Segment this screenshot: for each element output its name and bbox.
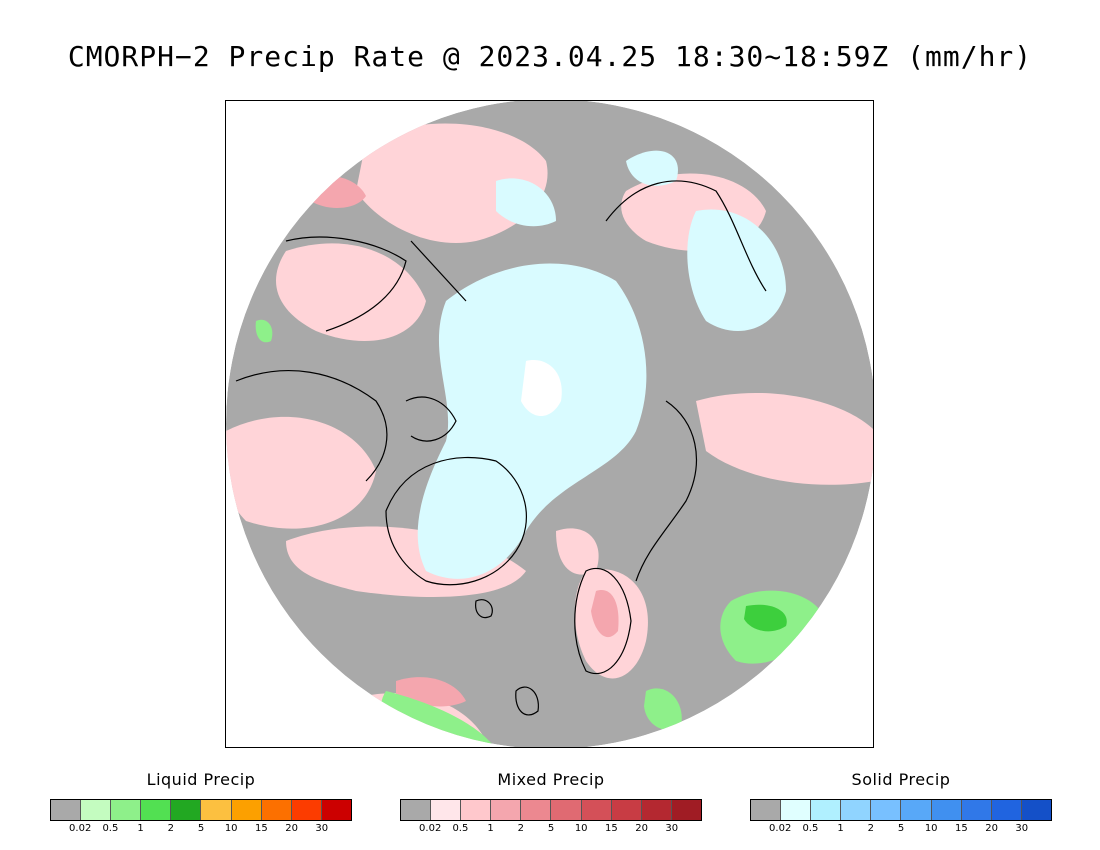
map-title: CMORPH−2 Precip Rate @ 2023.04.25 18:30~… bbox=[67, 40, 1033, 73]
legend-tick-label: 10 bbox=[574, 823, 588, 834]
legend-tick-label: 30 bbox=[315, 823, 329, 834]
solid-legend-ticks: 0.02 0.5 1 2 5 10 15 20 30 bbox=[750, 823, 1052, 837]
legend-tick-label: 5 bbox=[897, 823, 905, 834]
canada-coast bbox=[235, 370, 388, 482]
solid-precip-areas bbox=[417, 150, 786, 579]
legend-tick-label: 2 bbox=[517, 823, 524, 834]
solid-area bbox=[626, 150, 678, 186]
solid-legend-title: Solid Precip bbox=[851, 770, 951, 789]
greenland-coast bbox=[385, 456, 527, 586]
solid-area bbox=[687, 209, 786, 331]
mixed-area bbox=[591, 590, 619, 638]
arctic-islands-coast bbox=[405, 396, 457, 442]
liquid-color-bar bbox=[50, 799, 352, 821]
legend-tick-label: 15 bbox=[955, 823, 968, 834]
iceland-coast bbox=[475, 599, 493, 619]
legend-swatch bbox=[931, 800, 962, 820]
legend-swatch bbox=[1021, 800, 1051, 820]
mixed-area bbox=[226, 417, 376, 529]
legend-tick-label: 15 bbox=[605, 823, 618, 834]
liquid-precip-legend: Liquid Precip 0.02 0.5 1 2 5 10 15 20 30 bbox=[50, 770, 352, 837]
legend-swatch bbox=[171, 800, 202, 820]
polar-precip-map bbox=[225, 100, 874, 748]
siberia-coast bbox=[605, 180, 767, 292]
legend-swatch bbox=[871, 800, 902, 820]
legend-tick-label: 0.02 bbox=[419, 823, 442, 834]
legend-swatch bbox=[811, 800, 842, 820]
legend-tick-label: 10 bbox=[224, 823, 238, 834]
legend-swatch bbox=[431, 800, 462, 820]
coastlines bbox=[235, 180, 767, 716]
legend-swatch bbox=[611, 800, 642, 820]
liquid-area bbox=[255, 319, 273, 343]
legend-swatch bbox=[51, 800, 82, 820]
mixed-area bbox=[556, 528, 599, 575]
legend-swatch bbox=[991, 800, 1022, 820]
legend-tick-label: 20 bbox=[285, 823, 298, 834]
legend-swatch bbox=[551, 800, 582, 820]
legend-swatch bbox=[401, 800, 432, 820]
legend-swatch bbox=[671, 800, 701, 820]
legend-swatch bbox=[751, 800, 782, 820]
legend-tick-label: 15 bbox=[255, 823, 268, 834]
legend-swatch bbox=[581, 800, 612, 820]
solid-area bbox=[496, 178, 556, 227]
legend-swatch bbox=[231, 800, 262, 820]
liquid-area-medium bbox=[744, 604, 787, 632]
legend-tick-label: 0.5 bbox=[452, 823, 469, 834]
legend-swatch bbox=[781, 800, 812, 820]
legend-swatch bbox=[491, 800, 522, 820]
legend-swatch bbox=[521, 800, 552, 820]
legend-swatch bbox=[111, 800, 142, 820]
legend-swatch bbox=[321, 800, 351, 820]
legend-swatch bbox=[81, 800, 112, 820]
legend-tick-label: 1 bbox=[487, 823, 494, 834]
legend-tick-label: 1 bbox=[837, 823, 844, 834]
legend-swatch bbox=[261, 800, 292, 820]
solid-area bbox=[417, 263, 647, 579]
mixed-area bbox=[276, 243, 426, 341]
legend-tick-label: 30 bbox=[665, 823, 679, 834]
legend-tick-label: 5 bbox=[197, 823, 205, 834]
mixed-legend-ticks: 0.02 0.5 1 2 5 10 15 20 30 bbox=[400, 823, 702, 837]
liquid-legend-ticks: 0.02 0.5 1 2 5 10 15 20 30 bbox=[50, 823, 352, 837]
legend-tick-label: 0.02 bbox=[69, 823, 92, 834]
mixed-area bbox=[696, 392, 873, 485]
legend-tick-label: 2 bbox=[167, 823, 174, 834]
legend-swatch bbox=[291, 800, 322, 820]
legend-tick-label: 0.02 bbox=[769, 823, 792, 834]
liquid-area bbox=[644, 688, 682, 730]
liquid-legend-title: Liquid Precip bbox=[146, 770, 256, 789]
map-disk bbox=[226, 101, 873, 747]
mixed-legend-title: Mixed Precip bbox=[497, 770, 605, 789]
legend-swatch bbox=[961, 800, 992, 820]
legend-swatch bbox=[641, 800, 672, 820]
legend-swatch bbox=[841, 800, 872, 820]
legend-tick-label: 2 bbox=[867, 823, 874, 834]
britain-coast bbox=[515, 686, 539, 716]
russia-coast bbox=[635, 400, 697, 582]
scandinavia-coast bbox=[574, 567, 632, 675]
legend-tick-label: 0.5 bbox=[802, 823, 819, 834]
mixed-precip-legend: Mixed Precip 0.02 0.5 1 2 5 10 15 20 30 bbox=[400, 770, 702, 837]
solid-precip-legend: Solid Precip 0.02 0.5 1 2 5 10 15 20 30 bbox=[750, 770, 1052, 837]
solid-color-bar bbox=[750, 799, 1052, 821]
legend-swatch bbox=[141, 800, 172, 820]
legend-tick-label: 10 bbox=[924, 823, 938, 834]
legend-swatch bbox=[461, 800, 492, 820]
border-line bbox=[410, 240, 467, 302]
legend-tick-label: 5 bbox=[547, 823, 555, 834]
legend-swatch bbox=[901, 800, 932, 820]
legend-swatch bbox=[201, 800, 232, 820]
pole-gap bbox=[521, 360, 562, 416]
legend-tick-label: 1 bbox=[137, 823, 144, 834]
legend-tick-label: 0.5 bbox=[102, 823, 119, 834]
mixed-color-bar bbox=[400, 799, 702, 821]
legend-tick-label: 20 bbox=[635, 823, 648, 834]
legend-tick-label: 30 bbox=[1015, 823, 1029, 834]
map-canvas bbox=[226, 101, 873, 747]
legend-tick-label: 20 bbox=[985, 823, 998, 834]
alaska-coast bbox=[285, 236, 407, 332]
